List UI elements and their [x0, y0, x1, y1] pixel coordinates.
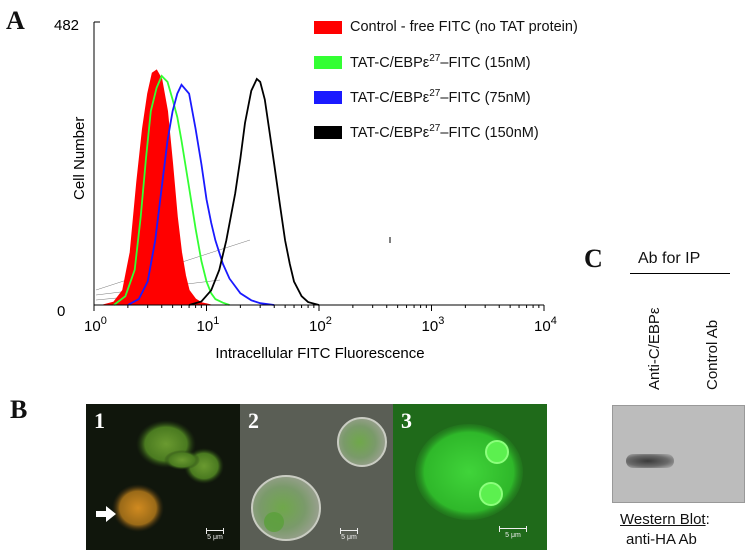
micrograph-1-image: [96, 420, 224, 532]
blot-caption-colon: :: [705, 511, 710, 528]
x-tick-label-4: 104: [534, 315, 557, 335]
x-tick-labels: 100 101 102 103 104: [84, 315, 557, 335]
legend-swatch-2: [314, 90, 342, 104]
ip-header: Ab for IP: [638, 250, 701, 267]
series-line-3: [188, 77, 320, 306]
x-tick-label-3: 103: [422, 315, 445, 335]
lane-1-label: Anti-C/EBPε: [646, 307, 663, 390]
micrograph-3-image: [415, 424, 523, 520]
y-max-label: 482: [54, 17, 79, 34]
micrograph-1-number: 1: [94, 408, 105, 433]
panel-label-c: C: [584, 244, 603, 273]
legend-item-2: TAT-C/EBPε27–FITC (75nM): [314, 88, 614, 106]
legend-item-1: TAT-C/EBPε27–FITC (15nM): [314, 53, 614, 71]
blot-caption-title: Western Blot: [620, 511, 706, 528]
legend-swatch-3: [314, 125, 342, 139]
panel-label-a: A: [6, 6, 25, 35]
micrograph-1: 1 5 μm: [86, 404, 240, 550]
micrograph-1-scale-bar: 5 μm: [206, 528, 224, 541]
micrograph-2: 2 5 μm: [240, 404, 393, 550]
series-line-2: [127, 83, 275, 306]
micrograph-2-scale-bar: 5 μm: [340, 528, 358, 541]
lane-2-label: Control Ab: [704, 319, 721, 390]
western-blot: [612, 405, 745, 503]
legend-label-0: Control - free FITC (no TAT protein): [350, 19, 578, 35]
x-tick-label-1: 101: [197, 315, 220, 335]
legend-label-3: TAT-C/EBPε27–FITC (150nM): [350, 123, 539, 141]
micrograph-3-scale-bar: 5 μm: [499, 526, 527, 539]
blot-caption-top: Western Blot:: [620, 511, 710, 528]
blot-band: [626, 454, 674, 468]
series-line-0: [102, 69, 212, 306]
arrow-icon: [96, 506, 116, 522]
ip-header-rule: [630, 273, 730, 274]
y-min-label: 0: [57, 303, 65, 320]
flow-histogram: 482 0 Cell Number Intracellular FITC Flu…: [54, 17, 557, 362]
legend-label-1: TAT-C/EBPε27–FITC (15nM): [350, 53, 531, 71]
micrograph-1-scale-label: 5 μm: [207, 534, 223, 541]
micrograph-3-number: 3: [401, 408, 412, 433]
micrograph-2-scale-label: 5 μm: [341, 534, 357, 541]
legend-item-0: Control - free FITC (no TAT protein): [314, 18, 614, 36]
blot-caption-bottom: anti-HA Ab: [626, 531, 697, 548]
x-ticks: [93, 305, 545, 311]
legend-item-3: TAT-C/EBPε27–FITC (150nM): [314, 123, 614, 141]
micrograph-2-image: [251, 417, 387, 541]
x-axis-title: Intracellular FITC Fluorescence: [215, 345, 424, 362]
legend-label-2: TAT-C/EBPε27–FITC (75nM): [350, 88, 531, 106]
x-tick-label-0: 100: [84, 315, 107, 335]
histogram-series: [95, 69, 320, 306]
micrograph-3: 3 5 μm: [393, 404, 547, 550]
legend: Control - free FITC (no TAT protein) TAT-…: [314, 18, 614, 158]
legend-swatch-1: [314, 55, 342, 69]
micrograph-2-number: 2: [248, 408, 259, 433]
panel-label-b: B: [10, 395, 28, 424]
micrograph-3-scale-label: 5 μm: [505, 532, 521, 539]
y-axis-title: Cell Number: [71, 117, 88, 200]
x-tick-label-2: 102: [309, 315, 332, 335]
legend-swatch-0: [314, 20, 342, 34]
